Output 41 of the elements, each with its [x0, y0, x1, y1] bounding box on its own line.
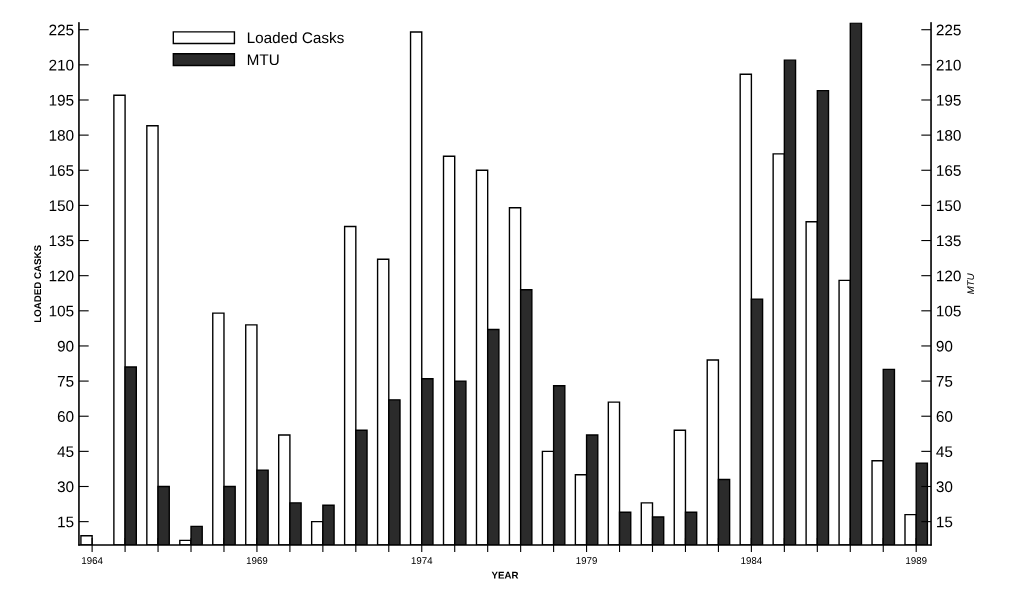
- y-tick-label: 150: [49, 200, 74, 212]
- x-axis-title: YEAR: [491, 571, 519, 579]
- y-tick-label: 195: [49, 94, 74, 106]
- x-tick-label: 1964: [82, 557, 103, 565]
- y2-tick-label: 225: [936, 24, 961, 36]
- y-tick-label: 60: [57, 411, 74, 422]
- y-tick-label: 120: [49, 270, 74, 282]
- y2-tick-label: 135: [937, 235, 961, 247]
- y2-axis-title: MTU: [967, 273, 975, 295]
- x-tick-label: 1969: [246, 557, 268, 565]
- legend-label: MTU: [247, 54, 279, 66]
- y-tick-label: 45: [57, 446, 74, 458]
- y-tick-label: 105: [49, 305, 74, 317]
- y2-tick-label: 105: [937, 305, 961, 317]
- y-tick-label: 90: [57, 340, 74, 352]
- y2-tick-label: 30: [936, 481, 953, 493]
- y-axis-title: LOADED CASKS: [34, 245, 42, 323]
- y2-tick-label: 60: [936, 411, 953, 422]
- y-tick-label: 210: [49, 59, 74, 71]
- y-tick-label: 225: [49, 24, 74, 36]
- x-tick-label: 1989: [906, 557, 927, 565]
- y-tick-label: 165: [49, 165, 74, 176]
- y-tick-label: 75: [57, 376, 74, 387]
- y2-tick-label: 180: [937, 129, 961, 141]
- y2-tick-label: 150: [937, 200, 961, 212]
- y2-tick-label: 75: [936, 376, 953, 387]
- y2-tick-label: 45: [936, 446, 953, 458]
- legend-label: Loaded Casks: [247, 31, 344, 44]
- x-tick-label: 1979: [576, 557, 597, 565]
- x-tick-label: 1974: [411, 557, 433, 565]
- y2-tick-label: 165: [937, 165, 961, 176]
- x-tick-label: 1984: [741, 557, 762, 565]
- y-tick-label: 180: [49, 129, 74, 141]
- y2-tick-label: 195: [937, 94, 961, 106]
- y-tick-label: 15: [58, 516, 74, 528]
- y2-tick-label: 90: [936, 340, 953, 352]
- y-tick-label: 135: [49, 235, 74, 247]
- y2-tick-label: 120: [937, 270, 961, 282]
- y2-tick-label: 210: [936, 59, 961, 71]
- y-tick-label: 30: [57, 481, 74, 493]
- y2-tick-label: 15: [937, 516, 953, 528]
